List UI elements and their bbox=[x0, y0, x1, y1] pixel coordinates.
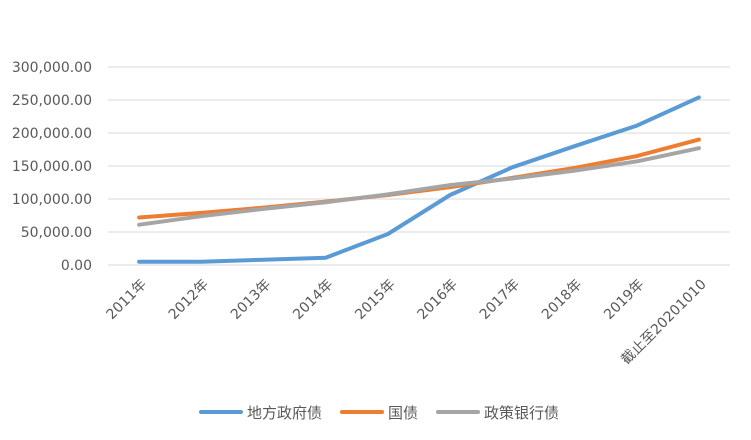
legend-label-1: 地方政府债 bbox=[247, 404, 322, 422]
x-tick-label: 2015年 bbox=[352, 277, 398, 323]
x-tick-label: 2019年 bbox=[601, 277, 647, 323]
legend: 地方政府债 国债 政策银行债 bbox=[199, 404, 559, 422]
legend-label-3: 政策银行债 bbox=[484, 404, 559, 422]
x-tick-label: 2012年 bbox=[166, 277, 212, 323]
x-tick-label: 2016年 bbox=[415, 277, 461, 323]
gridlines bbox=[108, 66, 730, 266]
y-tick-label: 200,000.00 bbox=[12, 126, 92, 142]
x-tick-label: 2017年 bbox=[477, 277, 523, 323]
series-line-3 bbox=[137, 146, 701, 227]
x-tick-label: 2011年 bbox=[104, 277, 150, 323]
y-tick-label: 0.00 bbox=[61, 258, 92, 274]
y-tick-label: 100,000.00 bbox=[12, 192, 92, 208]
y-tick-label: 150,000.00 bbox=[12, 159, 92, 175]
series-line-1 bbox=[137, 95, 701, 264]
x-axis-tick-labels: 2011年 2012年 2013年 2014年 2015年 2016年 2017年 2018年… bbox=[104, 277, 710, 368]
y-tick-label: 300,000.00 bbox=[12, 60, 92, 76]
y-axis-tick-labels: 0.00 50,000.00 100,000.00 150,000.00 200,000… bbox=[12, 60, 92, 274]
y-tick-label: 250,000.00 bbox=[12, 93, 92, 109]
series-line-2 bbox=[137, 137, 701, 220]
y-tick-label: 50,000.00 bbox=[21, 225, 92, 241]
legend-label-2: 国债 bbox=[388, 404, 418, 422]
x-tick-label: 2013年 bbox=[228, 277, 274, 323]
series-lines bbox=[137, 95, 701, 264]
x-tick-label: 2014年 bbox=[290, 277, 336, 323]
x-tick-label: 2018年 bbox=[539, 277, 585, 323]
